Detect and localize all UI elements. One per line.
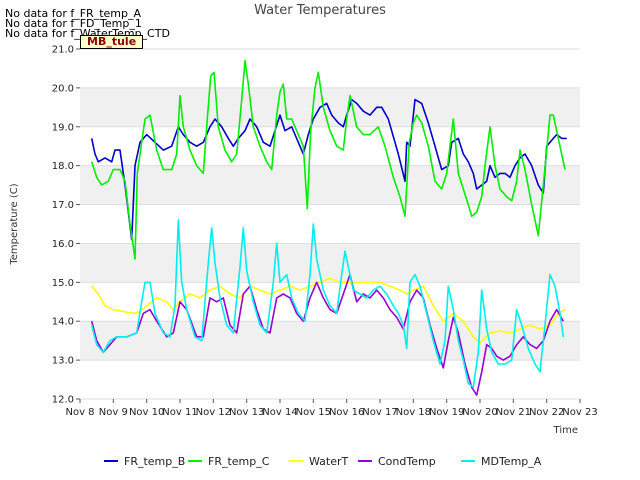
series-line-WaterT	[91, 277, 566, 344]
y-tick-label: 13.0	[52, 356, 74, 367]
series-line-CondTemp	[90, 273, 564, 396]
x-tick-label: Nov 17	[362, 407, 397, 418]
plot-band	[80, 126, 580, 166]
x-tick-label: Nov 9	[99, 407, 128, 418]
plot-band	[80, 49, 580, 88]
series-line-MDTemp_A	[90, 219, 565, 389]
y-tick-label: 19.0	[52, 122, 74, 133]
plot-band	[80, 87, 580, 127]
x-tick-label: Nov 16	[329, 407, 364, 418]
legend-label: CondTemp	[378, 455, 436, 468]
series-layer	[90, 59, 567, 396]
legend-label: WaterT	[309, 455, 349, 468]
x-tick-label: Nov 14	[262, 407, 297, 418]
x-tick-label: Nov 8	[65, 407, 94, 418]
no-data-note-3: No data for f_WaterTemp_CTD	[5, 27, 170, 40]
y-tick-label: 20.0	[52, 83, 74, 94]
x-tick-label: Nov 11	[162, 407, 197, 418]
chart-title: Water Temperatures	[254, 3, 386, 18]
plot-band	[80, 243, 580, 283]
plot-band	[80, 204, 580, 244]
plot-band	[80, 321, 580, 361]
y-tick-label: 16.0	[52, 239, 74, 250]
no-data-note-1: No data for f_FR_temp_A	[5, 7, 141, 20]
plot-background-bands	[80, 49, 580, 399]
plot-band	[80, 360, 580, 399]
x-tick-label: Nov 13	[229, 407, 264, 418]
no-data-note-2: No data for f_FD_Temp_1	[5, 17, 142, 30]
site-badge: MB_tule	[80, 35, 144, 49]
x-tick-label: Nov 15	[296, 407, 331, 418]
plot-band	[80, 282, 580, 322]
y-tick-label: 18.0	[52, 161, 74, 172]
x-tick-label: Nov 10	[129, 407, 164, 418]
x-tick-label: Nov 18	[396, 407, 431, 418]
legend-label: MDTemp_A	[481, 455, 542, 468]
y-tick-label: 14.0	[52, 317, 74, 328]
series-line-FR_temp_C	[90, 59, 566, 260]
legend-label: FR_temp_B	[124, 455, 185, 468]
y-tick-label: 15.0	[52, 278, 74, 289]
legend-label: FR_temp_C	[208, 455, 270, 468]
y-axis-ticks: 12.0 13.0 14.0 15.0 16.0 17.0 18.0 19.0 20.0 21.0	[52, 45, 80, 406]
y-tick-label: 12.0	[52, 395, 74, 406]
x-tick-label: Nov 19	[429, 407, 464, 418]
x-tick-label: Nov 20	[462, 407, 497, 418]
legend: FR_temp_B FR_temp_C WaterT CondTemp MDTemp_A	[104, 455, 542, 468]
y-axis-label: Temperature (C)	[9, 183, 20, 265]
x-tick-label: Nov 12	[196, 407, 231, 418]
series-line-FR_temp_B	[90, 98, 567, 241]
y-tick-label: 21.0	[52, 45, 74, 56]
x-tick-label: Nov 22	[529, 407, 564, 418]
y-tick-label: 17.0	[52, 200, 74, 211]
y-gridlines	[80, 48, 580, 400]
x-tick-label: Nov 21	[496, 407, 531, 418]
x-axis-label: Time	[553, 425, 578, 436]
x-tick-label: Nov 23	[562, 407, 597, 418]
plot-band	[80, 165, 580, 205]
